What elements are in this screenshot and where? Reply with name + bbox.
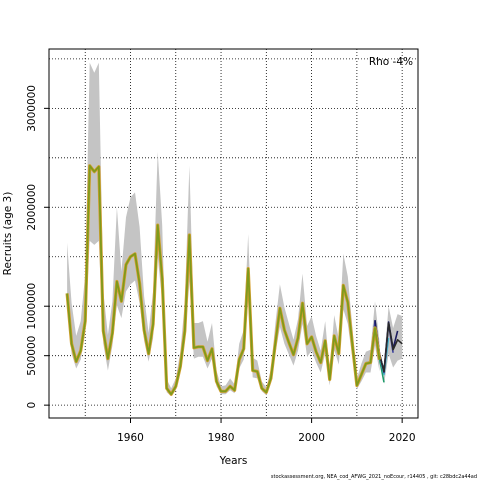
y-tick-label: 3000000	[26, 85, 38, 132]
x-tick-label: 2020	[389, 432, 416, 444]
y-tick-label: 0	[26, 402, 38, 409]
x-tick-label: 1980	[208, 432, 235, 444]
source-footer: stockassessment.org, NEA_cod_AFWG_2021_n…	[271, 474, 477, 480]
series-lines	[65, 164, 403, 396]
y-axis-title: Recruits (age 3)	[2, 192, 14, 276]
main-series-line	[66, 164, 381, 396]
y-tick-label: 500000	[26, 336, 38, 376]
plot-frame	[48, 48, 419, 419]
y-tick-label: 1000000	[26, 283, 38, 330]
x-tick-label: 1960	[117, 432, 144, 444]
y-axis: 0 500000 1000000 2000000 3000000	[26, 85, 49, 408]
retro-series-line	[378, 322, 403, 373]
x-axis-title: Years	[219, 455, 248, 467]
y-tick-label: 2000000	[26, 184, 38, 231]
rho-annotation: Rho -4%	[369, 56, 413, 68]
x-tick-label: 2000	[298, 432, 325, 444]
x-axis: 1960 1980 2000 2020	[117, 418, 416, 444]
